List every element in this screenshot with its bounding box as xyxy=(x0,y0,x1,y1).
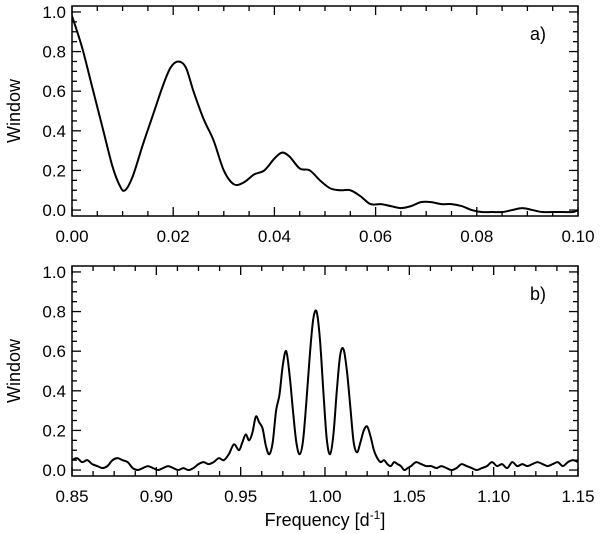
x-tick-label: 0.10 xyxy=(561,227,594,246)
x-tick-label: 1.05 xyxy=(393,487,426,506)
panel-label: b) xyxy=(530,284,546,304)
y-tick-label: 0.0 xyxy=(42,201,66,220)
x-tick-label: 0.85 xyxy=(55,487,88,506)
x-tick-label: 0.08 xyxy=(460,227,493,246)
y-tick-label: 0.6 xyxy=(42,82,66,101)
y-axis-title: Window xyxy=(4,338,24,403)
x-axis-title-end: ] xyxy=(380,510,385,530)
x-tick-label: 0.00 xyxy=(55,227,88,246)
x-tick-label: 0.90 xyxy=(140,487,173,506)
panel-b: 0.85 0.90 0.95 1.00 1.05 1.10 1.15 0.0 0.2 0.4 0.6… xyxy=(4,263,595,530)
x-tick-label: 1.00 xyxy=(308,487,341,506)
x-axis-title: Frequency [d-1] xyxy=(265,508,386,530)
y-tick-label: 0.4 xyxy=(42,122,66,141)
window-function-line xyxy=(72,14,578,214)
x-tick-label: 0.06 xyxy=(359,227,392,246)
panel-label: a) xyxy=(530,24,546,44)
y-tick-label: 0.0 xyxy=(42,461,66,480)
y-tick-label: 1.0 xyxy=(42,263,66,282)
x-tick-label: 1.10 xyxy=(477,487,510,506)
y-tick-label: 0.2 xyxy=(42,161,66,180)
x-tick-label: 0.04 xyxy=(258,227,291,246)
y-tick-label: 0.2 xyxy=(42,421,66,440)
y-tick-label: 1.0 xyxy=(42,3,66,22)
y-axis-title: Window xyxy=(4,78,24,143)
x-axis-title-main: Frequency [d xyxy=(265,510,370,530)
x-tick-label: 0.95 xyxy=(224,487,257,506)
y-tick-label: 0.8 xyxy=(42,303,66,322)
window-function-line xyxy=(72,309,578,472)
panel-a: 0.00 0.02 0.04 0.06 0.08 0.10 0.0 0.2 0.4 0.6 0.8 1… xyxy=(4,3,595,246)
y-tick-label: 0.4 xyxy=(42,382,66,401)
x-tick-label: 0.02 xyxy=(157,227,190,246)
y-tick-label: 0.8 xyxy=(42,43,66,62)
y-tick-label: 0.6 xyxy=(42,342,66,361)
x-tick-label: 1.15 xyxy=(561,487,594,506)
plot-frame xyxy=(71,265,579,477)
x-axis-title-superscript: -1 xyxy=(370,508,381,522)
